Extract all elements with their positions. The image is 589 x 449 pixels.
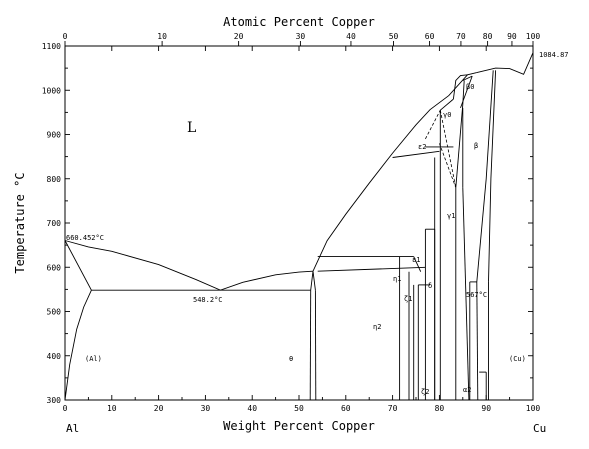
phase-label-gamma0: γ0 (443, 111, 451, 119)
x-axis-tick-label: 100 (526, 404, 541, 413)
phase-label-beta: β (474, 142, 478, 150)
annotation-al-melting: 660.452°C (66, 234, 104, 242)
phase-boundary (309, 290, 312, 401)
annotation-eutectic: 548.2°C (193, 296, 223, 304)
y-axis-tick-label: 900 (47, 131, 62, 140)
top-axis-tick-label: 40 (346, 32, 356, 41)
phase-label-gamma1: γ1 (447, 212, 455, 220)
phase-boundary (392, 150, 440, 158)
y-axis-tick-label: 500 (47, 308, 62, 317)
x-axis-tick-label: 60 (341, 404, 351, 413)
x-axis-tick-label: 80 (435, 404, 445, 413)
phase-boundary (476, 281, 479, 401)
phase-boundary-dashed (439, 143, 457, 188)
corner-label-cu: Cu (533, 422, 546, 435)
top-axis-tick-label: 50 (389, 32, 399, 41)
top-axis-tick-label: 90 (507, 32, 517, 41)
phase-boundary (462, 187, 470, 401)
phase-boundary (312, 72, 477, 272)
x-axis-tick-label: 50 (294, 404, 304, 413)
phase-boundary (64, 290, 92, 401)
x-axis-tick-label: 70 (388, 404, 398, 413)
phase-boundary (460, 75, 473, 109)
y-axis-title: Temperature °C (13, 172, 27, 273)
phase-boundary (455, 80, 465, 188)
phase-label-zeta1: ζ1 (404, 295, 412, 303)
phase-label-epsilon2: ε2 (418, 143, 426, 151)
x-axis-tick-label: 30 (201, 404, 211, 413)
phase-label-eta1: η1 (393, 275, 401, 283)
phase-boundary (413, 256, 422, 272)
y-axis-tick-label: 700 (47, 219, 62, 228)
phase-label-alpha2: α2 (463, 386, 471, 394)
phase-label-liquid: L (187, 120, 196, 136)
top-axis-tick-label: 10 (157, 32, 167, 41)
x-axis-tick-label: 90 (481, 404, 491, 413)
annotation-cu-melting: 1084.87 (539, 51, 569, 59)
corner-label-al: Al (66, 422, 79, 435)
x-axis-tick-label: 0 (63, 404, 68, 413)
phase-boundary (317, 266, 426, 272)
top-axis-tick-label: 60 (425, 32, 435, 41)
phase-label-cu: (Cu) (509, 355, 526, 363)
y-axis-tick-label: 800 (47, 175, 62, 184)
x-axis-tick-label: 10 (107, 404, 117, 413)
phase-boundary-dashed (439, 110, 457, 188)
phase-boundary (440, 98, 454, 111)
top-axis-tick-label: 70 (456, 32, 466, 41)
phase-boundary (476, 70, 494, 282)
phase-label-al: (Al) (85, 355, 102, 363)
x-axis-tick-label: 40 (247, 404, 257, 413)
phase-boundary (64, 240, 92, 291)
phase-boundary (452, 74, 468, 100)
phase-boundary (64, 240, 314, 291)
top-axis-tick-label: 100 (526, 32, 541, 41)
phase-label-eta2: η2 (373, 323, 381, 331)
phase-label-theta: θ (289, 355, 293, 363)
phase-boundary (488, 70, 497, 282)
y-axis-tick-label: 1100 (42, 42, 61, 51)
y-axis-tick-label: 300 (47, 396, 62, 405)
x-axis-title: Weight Percent Copper (223, 419, 375, 433)
y-axis-tick-label: 400 (47, 352, 62, 361)
phase-label-delta: δ (428, 282, 432, 290)
top-axis-tick-label: 80 (483, 32, 493, 41)
top-axis-tick-label: 0 (63, 32, 68, 41)
phase-boundary-dashed (425, 110, 441, 140)
x-axis-tick-label: 20 (154, 404, 164, 413)
phase-label-epsilon1: ε1 (412, 256, 420, 264)
top-axis-tick-label: 20 (234, 32, 244, 41)
phase-boundary (476, 52, 534, 75)
y-axis-tick-label: 1000 (42, 86, 61, 95)
phase-label-beta0: β0 (466, 83, 474, 91)
top-axis-title: Atomic Percent Copper (223, 15, 375, 29)
phase-boundary (462, 75, 473, 81)
phase-boundary (310, 271, 316, 291)
top-axis-tick-label: 30 (296, 32, 306, 41)
y-axis-tick-label: 600 (47, 263, 62, 272)
